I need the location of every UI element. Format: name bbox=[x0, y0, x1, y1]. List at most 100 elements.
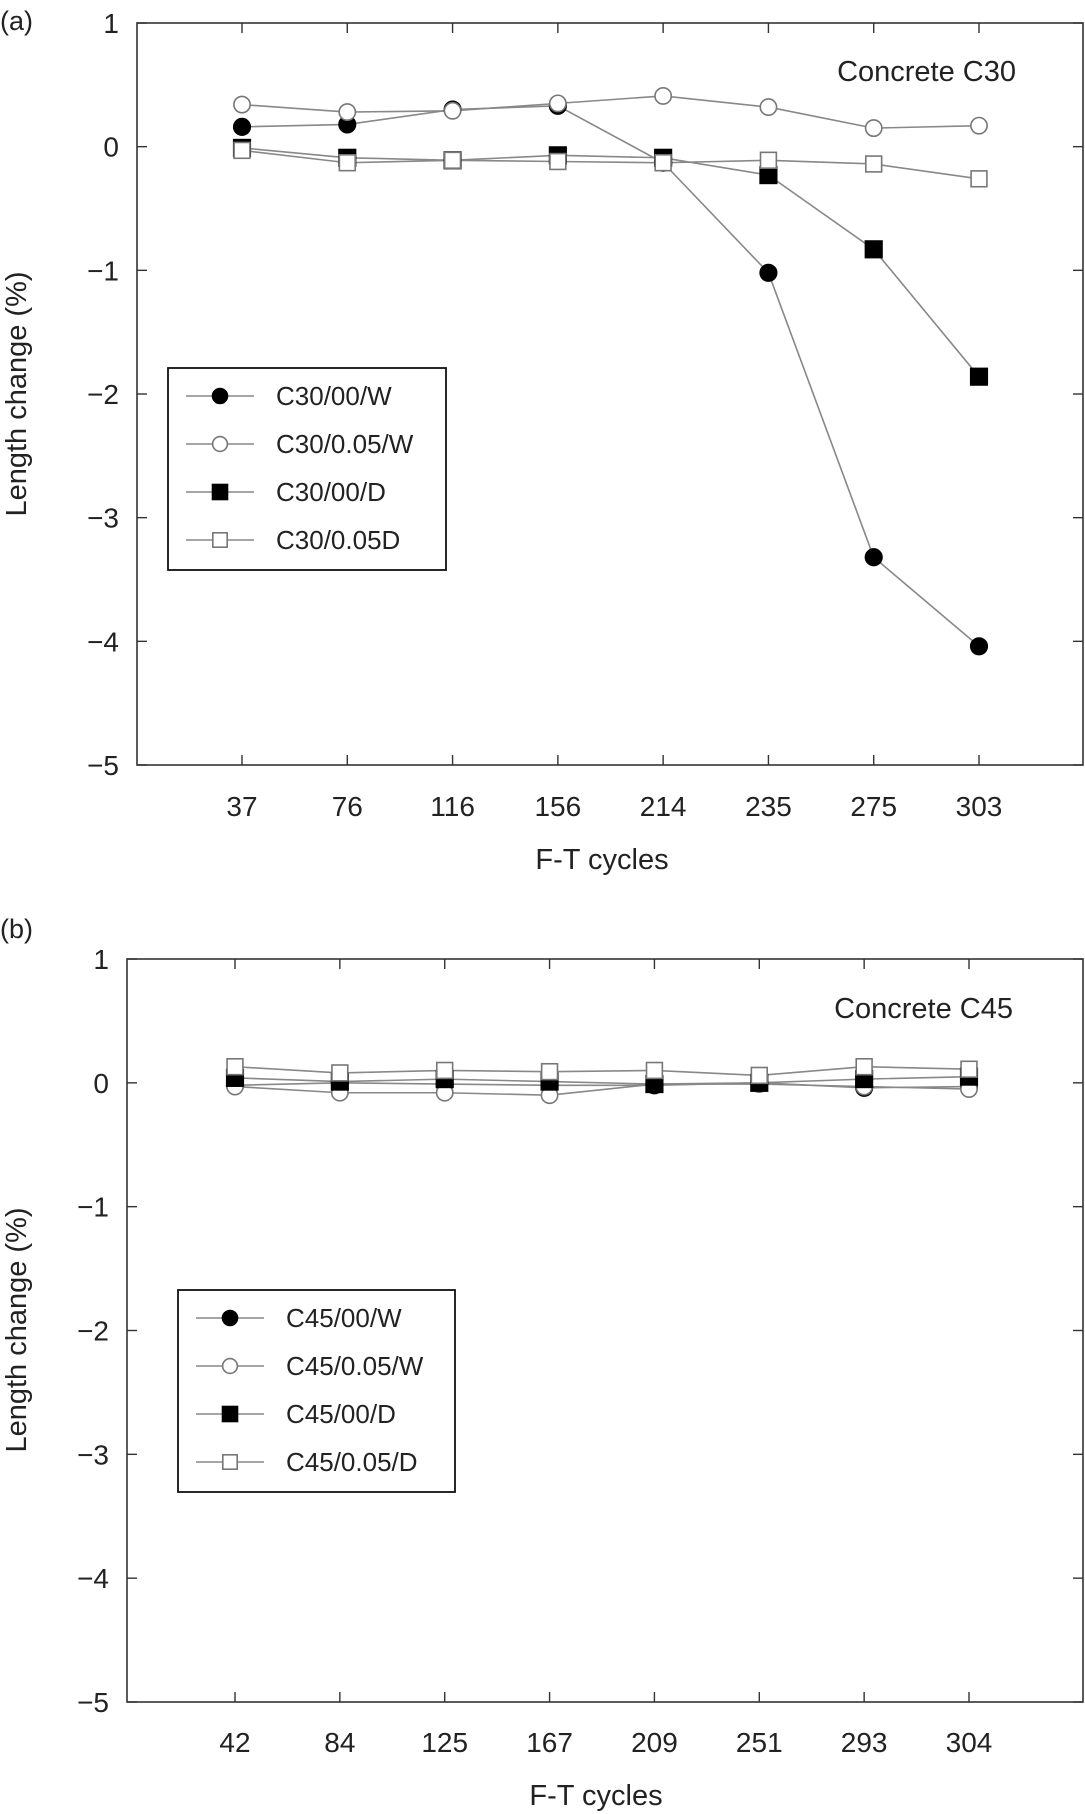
y-tick-label: 0 bbox=[93, 1068, 109, 1099]
data-point bbox=[443, 151, 462, 169]
legend-entries: C30/00/W C30/0.05/W C30/00/D C30/0.05D bbox=[186, 381, 414, 555]
x-tick-label: 304 bbox=[946, 1727, 993, 1758]
data-point bbox=[864, 240, 883, 259]
chart-annotation: Concrete C30 bbox=[837, 56, 1016, 88]
x-tick-label: 275 bbox=[850, 791, 897, 822]
x-tick-label: 214 bbox=[640, 791, 687, 822]
legend-marker bbox=[221, 1357, 239, 1375]
legend-label: C45/0.05/W bbox=[286, 1351, 424, 1381]
data-point bbox=[443, 101, 462, 120]
legend-label: C30/0.05/W bbox=[276, 429, 414, 459]
data-point bbox=[864, 155, 883, 173]
data-point bbox=[232, 117, 252, 136]
series-line bbox=[234, 1075, 970, 1085]
series-line bbox=[241, 95, 980, 129]
axis-ticks: 1 0 −1 −2 −3 −4 −5 42 84 125 167 209 251 293 304 bbox=[77, 944, 1083, 1758]
legend-marker bbox=[222, 1454, 239, 1471]
data-point bbox=[654, 154, 672, 172]
data-point bbox=[864, 548, 883, 567]
y-tick-label: −5 bbox=[77, 1687, 109, 1718]
series-layer bbox=[232, 87, 989, 656]
data-point bbox=[969, 637, 989, 656]
data-point bbox=[970, 170, 988, 188]
y-tick-label: −1 bbox=[87, 255, 119, 286]
chart-annotation: Concrete C45 bbox=[834, 993, 1013, 1025]
legend-entries: C45/00/W C45/0.05/W C45/00/D C45/0.05/D bbox=[196, 1303, 424, 1477]
y-tick-label: 1 bbox=[93, 944, 109, 975]
data-point bbox=[654, 87, 673, 105]
y-tick-label: −1 bbox=[77, 1192, 109, 1223]
x-tick-label: 42 bbox=[219, 1727, 250, 1758]
legend-label: C30/00/D bbox=[276, 477, 386, 507]
x-tick-label: 167 bbox=[526, 1727, 573, 1758]
legend-marker bbox=[211, 483, 229, 501]
y-axis-label: Length change (%) bbox=[1, 1207, 33, 1452]
data-point bbox=[750, 1066, 769, 1085]
data-point bbox=[233, 95, 251, 114]
x-tick-label: 76 bbox=[332, 791, 363, 822]
data-point bbox=[645, 1061, 664, 1080]
series-line bbox=[234, 1065, 970, 1077]
data-point bbox=[759, 98, 778, 117]
x-tick-label: 156 bbox=[534, 791, 581, 822]
legend-marker bbox=[212, 531, 229, 548]
series-line bbox=[234, 1082, 970, 1089]
series-layer bbox=[225, 1058, 979, 1105]
legend-label: C30/00/W bbox=[276, 381, 392, 411]
data-point bbox=[540, 1062, 559, 1081]
x-axis-label: F-T cycles bbox=[529, 1780, 662, 1812]
legend: C30/00/W C30/0.05/W C30/00/D C30/0.05D bbox=[167, 367, 447, 571]
series-line bbox=[241, 149, 980, 180]
data-point bbox=[864, 119, 883, 138]
x-tick-label: 116 bbox=[430, 791, 475, 822]
data-point bbox=[759, 166, 778, 185]
axis-ticks: 1 0 −1 −2 −3 −4 −5 37 76 116 156 214 235 275 303 bbox=[87, 8, 1083, 822]
legend-marker bbox=[211, 387, 229, 405]
y-tick-label: −4 bbox=[87, 626, 119, 657]
data-point bbox=[970, 116, 988, 135]
panel-label: (b) bbox=[0, 914, 33, 944]
series-line bbox=[241, 147, 980, 378]
data-point bbox=[549, 152, 567, 171]
x-tick-label: 235 bbox=[745, 791, 792, 822]
data-point bbox=[226, 1058, 244, 1076]
x-tick-label: 37 bbox=[226, 791, 257, 822]
legend-label: C45/00/D bbox=[286, 1399, 396, 1429]
x-tick-label: 293 bbox=[841, 1727, 888, 1758]
x-tick-label: 303 bbox=[956, 791, 1003, 822]
data-point bbox=[338, 154, 357, 172]
legend-marker bbox=[211, 435, 229, 453]
x-tick-label: 125 bbox=[421, 1727, 468, 1758]
y-tick-label: 1 bbox=[103, 8, 119, 39]
legend-marker bbox=[221, 1309, 239, 1327]
chart-panel-a: (a) Concrete C30 F-T cycles Length chang… bbox=[0, 6, 1084, 876]
legend-label: C30/0.05D bbox=[276, 525, 400, 555]
y-tick-label: −2 bbox=[77, 1316, 109, 1347]
data-point bbox=[759, 263, 778, 282]
legend: C45/00/W C45/0.05/W C45/00/D C45/0.05/D bbox=[177, 1289, 456, 1493]
data-point bbox=[759, 151, 778, 169]
y-tick-label: −5 bbox=[87, 750, 119, 781]
data-point bbox=[233, 141, 251, 160]
legend-label: C45/00/W bbox=[286, 1303, 402, 1333]
y-tick-label: −3 bbox=[77, 1439, 109, 1470]
y-tick-label: −4 bbox=[77, 1563, 109, 1594]
y-tick-label: 0 bbox=[103, 132, 119, 163]
data-point bbox=[435, 1061, 454, 1080]
y-tick-label: −3 bbox=[87, 503, 119, 534]
data-point bbox=[338, 103, 357, 121]
series-line bbox=[241, 105, 980, 647]
data-point bbox=[548, 94, 567, 113]
series-line bbox=[234, 1083, 970, 1097]
x-axis-label: F-T cycles bbox=[535, 844, 668, 876]
data-point bbox=[969, 367, 989, 386]
x-tick-label: 251 bbox=[736, 1727, 783, 1758]
data-point bbox=[331, 1064, 349, 1082]
panel-label: (a) bbox=[0, 6, 33, 36]
y-tick-label: −2 bbox=[87, 379, 119, 410]
x-tick-label: 84 bbox=[324, 1727, 355, 1758]
data-point bbox=[855, 1058, 873, 1076]
legend-label: C45/0.05/D bbox=[286, 1447, 418, 1477]
chart-panel-b: (b) Concrete C45 F-T cycles Length chang… bbox=[0, 914, 1084, 1812]
